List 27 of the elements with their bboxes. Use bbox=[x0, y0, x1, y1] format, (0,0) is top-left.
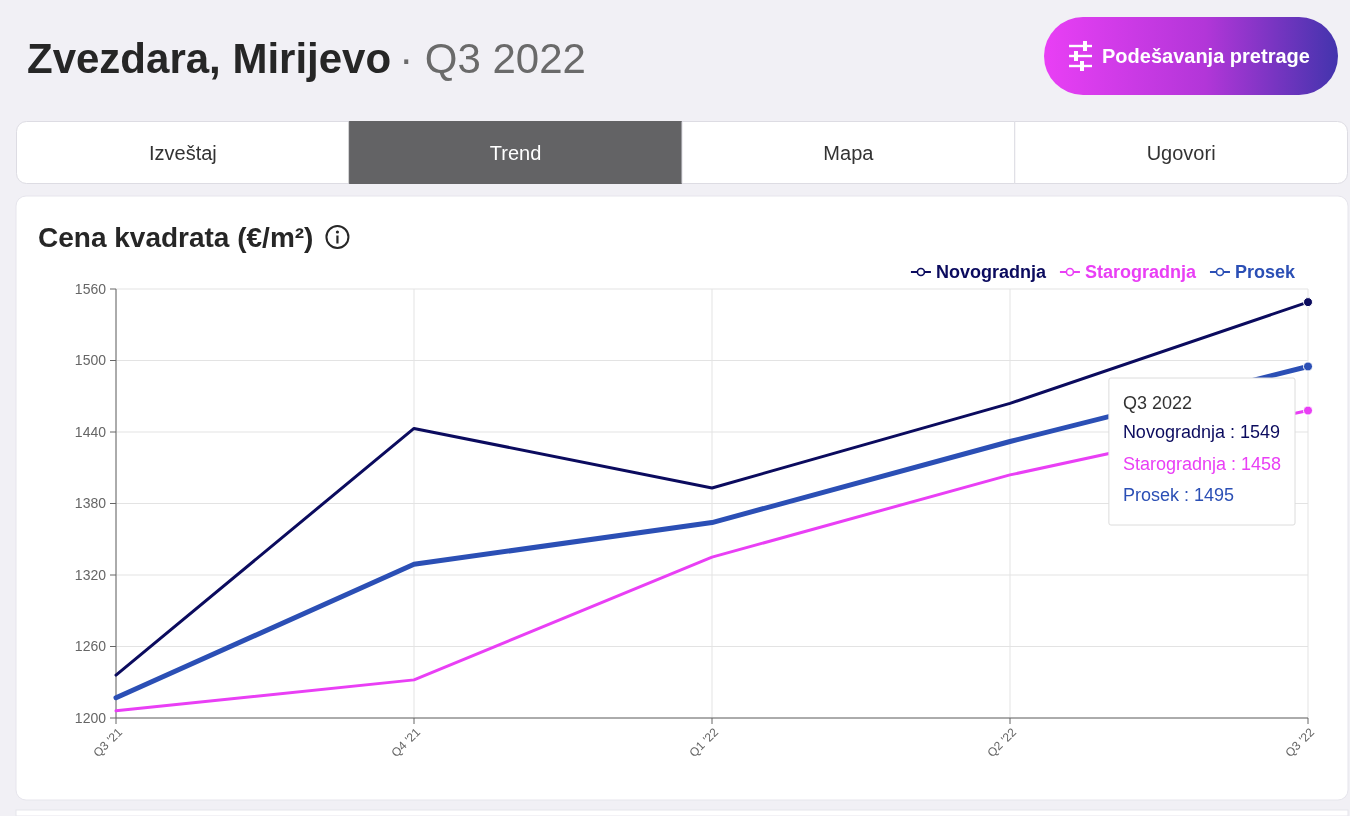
y-tick-label: 1500 bbox=[74, 352, 107, 369]
legend-label: Starogradnja bbox=[1084, 262, 1197, 282]
text: · Q3 2022 bbox=[399, 35, 586, 82]
x-tick-label: Q3 '22 bbox=[1282, 724, 1318, 760]
y-tick-label: 1380 bbox=[74, 495, 107, 512]
y-tick-label: 1440 bbox=[74, 423, 107, 440]
legend-label: Prosek bbox=[1234, 262, 1296, 282]
tab[interactable]: Izveštaj bbox=[16, 121, 350, 184]
tab[interactable]: Mapa bbox=[681, 121, 1016, 184]
settings-button[interactable]: Podešavanja pretrage bbox=[1044, 17, 1338, 95]
x-tick-label: Q2 '22 bbox=[984, 724, 1020, 760]
annotation: Prosek : 1495 bbox=[1122, 485, 1234, 505]
x-tick-label: Q1 '22 bbox=[686, 724, 722, 760]
annotation: Starogradnja : 1458 bbox=[1122, 453, 1282, 474]
x-tick-label: Q3 '21 bbox=[90, 724, 126, 760]
y-tick-label: 1260 bbox=[74, 638, 107, 655]
tab[interactable]: Ugovori bbox=[1014, 121, 1348, 184]
tab[interactable]: Trend bbox=[348, 121, 683, 184]
text: Zvezdara, Mirijevo bbox=[27, 35, 392, 82]
x-tick-label: Q4 '21 bbox=[388, 724, 424, 760]
chart-title: Cena kvadrata (€/m²) bbox=[38, 222, 314, 253]
annotation: Novogradnja : 1549 bbox=[1122, 422, 1281, 442]
y-tick-label: 1320 bbox=[74, 566, 107, 583]
y-tick-label: 1200 bbox=[74, 709, 107, 726]
y-tick-label: 1560 bbox=[74, 280, 107, 297]
legend-label: Novogradnja bbox=[935, 262, 1047, 282]
annotation: Q3 2022 bbox=[1122, 393, 1192, 413]
